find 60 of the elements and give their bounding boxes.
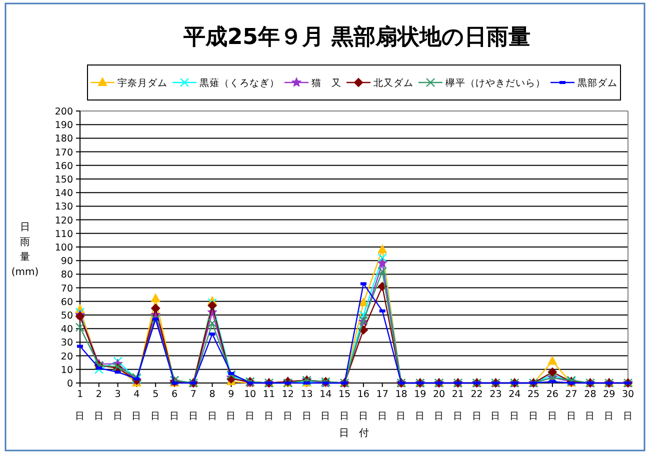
legend-label: 黒薙（くろなぎ） [200, 77, 280, 89]
legend-label: 猫 又 [312, 78, 342, 89]
legend-label: 宇奈月ダム [118, 77, 168, 89]
x-tick-label: 17 日 [376, 389, 388, 422]
y-tick-label: 120 [54, 215, 73, 226]
x-tick-label: 6 日 [169, 389, 180, 422]
y-tick-label: 170 [54, 147, 73, 158]
x-tick-label: 28 日 [584, 389, 596, 422]
y-tick-label: 80 [60, 270, 73, 281]
y-tick-label: 40 [60, 324, 73, 336]
x-tick-label: 16 日 [357, 389, 370, 422]
x-tick-label: 27 日 [565, 389, 578, 422]
x-tick-label: 30 日 [622, 389, 634, 422]
x-tick-label: 8 日 [207, 389, 218, 422]
y-tick-label: 150 [54, 174, 73, 186]
y-tick-label: 90 [60, 256, 73, 268]
y-tick-label: 10 [60, 364, 73, 376]
x-tick-label: 26 日 [546, 389, 558, 422]
y-tick-label: 130 [54, 202, 73, 213]
y-tick-label: 140 [54, 188, 73, 200]
x-tick-label: 11 日 [262, 389, 276, 422]
x-tick-label: 23 日 [490, 389, 502, 422]
x-tick-label: 12 日 [282, 389, 294, 422]
y-tick-label: 200 [54, 106, 73, 118]
x-tick-label: 24 日 [508, 389, 521, 422]
x-tick-label: 19 日 [414, 389, 426, 422]
legend-label: 黒部ダム [578, 77, 618, 89]
x-tick-label: 21 日 [452, 389, 464, 422]
y-tick-label: 70 [60, 283, 73, 294]
xlabel: 日 付 [339, 428, 369, 439]
y-tick-label: 110 [54, 228, 73, 240]
x-tick-label: 2 日 [94, 389, 104, 422]
x-tick-label: 29 日 [603, 389, 616, 422]
y-tick-label: 60 [60, 296, 73, 308]
y-tick-label: 0 [66, 378, 73, 390]
x-tick-label: 4 日 [132, 389, 142, 422]
y-tick-label: 50 [60, 310, 73, 322]
x-tick-label: 1 日 [75, 389, 85, 422]
x-tick-label: 10 日 [244, 389, 256, 422]
x-tick-label: 15 日 [338, 389, 351, 422]
x-tick-label: 5 日 [150, 389, 161, 422]
ylabel: 日雨量 (mm) [11, 222, 39, 278]
y-tick-label: 30 [60, 338, 73, 349]
x-tick-label: 18 日 [395, 389, 408, 422]
x-tick-label: 14 日 [320, 389, 332, 422]
x-tick-label: 22 日 [470, 389, 483, 422]
x-tick-label: 7 日 [188, 389, 198, 422]
legend-label: 欅平（けやきだいら） [446, 77, 546, 89]
x-tick-label: 25 日 [527, 389, 540, 422]
x-tick-label: 9 日 [226, 389, 236, 422]
y-tick-label: 180 [54, 134, 73, 145]
title: 平成25年９月 黒部扇状地の日雨量 [183, 25, 531, 50]
y-tick-label: 160 [54, 160, 73, 172]
x-tick-label: 20 日 [432, 389, 446, 422]
legend-label: 北又ダム [374, 77, 414, 89]
x-tick-label: 3 日 [112, 389, 123, 422]
x-tick-label: 13 日 [300, 389, 313, 422]
y-tick-label: 20 [60, 351, 73, 362]
y-tick-label: 190 [54, 120, 73, 132]
y-tick-label: 100 [54, 242, 73, 254]
